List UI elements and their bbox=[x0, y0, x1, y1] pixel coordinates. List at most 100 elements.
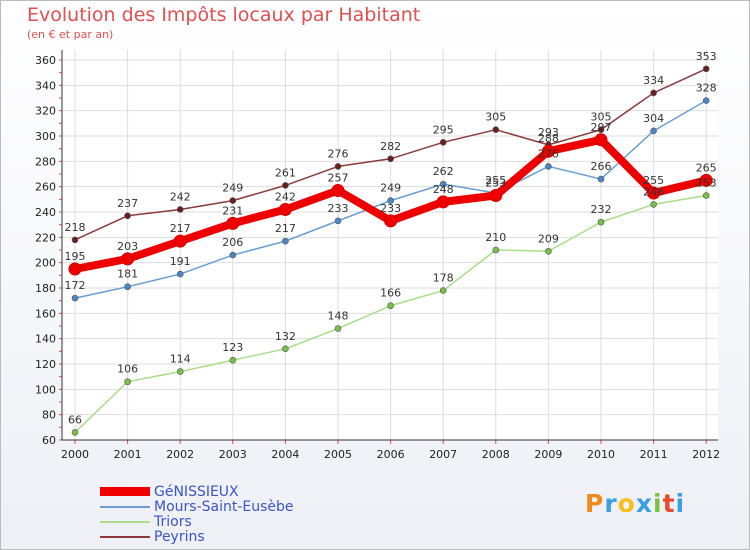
data-point-mours-saint-eus-be bbox=[702, 97, 710, 104]
legend-label-triors: Triors bbox=[154, 513, 192, 530]
data-label: 334 bbox=[643, 74, 664, 87]
y-tick-label: 280 bbox=[35, 155, 56, 168]
data-label: 305 bbox=[591, 111, 612, 124]
data-label: 114 bbox=[170, 353, 191, 366]
data-point-mours-saint-eus-be bbox=[650, 127, 657, 135]
data-label: 249 bbox=[222, 182, 243, 195]
legend-item-triors: Triors bbox=[100, 514, 294, 529]
y-tick-label: 120 bbox=[35, 358, 56, 371]
legend: GéNISSIEUX Mours-Saint-Eusèbe Triors Pey… bbox=[100, 484, 294, 544]
y-tick-label: 100 bbox=[35, 383, 56, 396]
chart-subtitle: (en € et par an) bbox=[27, 28, 114, 41]
data-point-g-nissieux bbox=[331, 183, 345, 197]
data-label: 249 bbox=[380, 182, 401, 195]
data-point-mours-saint-eus-be bbox=[387, 197, 394, 204]
x-tick-label: 2007 bbox=[429, 448, 457, 461]
data-label: 242 bbox=[170, 190, 191, 203]
data-label: 266 bbox=[591, 160, 612, 173]
data-label: 191 bbox=[170, 255, 191, 268]
data-point-g-nissieux bbox=[384, 214, 398, 228]
y-tick-label: 340 bbox=[35, 79, 56, 92]
y-tick-label: 140 bbox=[35, 333, 56, 346]
data-point-peyrins bbox=[650, 89, 657, 97]
data-label: 276 bbox=[538, 147, 559, 160]
data-label: 106 bbox=[117, 363, 138, 376]
data-label: 181 bbox=[117, 268, 138, 281]
data-label: 288 bbox=[538, 132, 559, 145]
x-tick-label: 2003 bbox=[219, 448, 247, 461]
data-label: 178 bbox=[433, 272, 454, 285]
data-point-mours-saint-eus-be bbox=[229, 251, 237, 259]
data-point-mours-saint-eus-be bbox=[176, 270, 184, 278]
data-label: 123 bbox=[222, 341, 243, 354]
legend-label-mours-saint-eusebe: Mours-Saint-Eusèbe bbox=[154, 498, 294, 515]
x-tick-label: 2008 bbox=[482, 448, 510, 461]
data-label: 232 bbox=[591, 203, 612, 216]
data-label: 210 bbox=[485, 231, 506, 244]
data-label: 166 bbox=[380, 287, 401, 300]
data-point-triors bbox=[597, 218, 605, 226]
data-point-mours-saint-eus-be bbox=[71, 294, 79, 302]
data-label: 148 bbox=[328, 310, 349, 323]
data-point-triors bbox=[439, 287, 447, 294]
data-point-peyrins bbox=[334, 163, 342, 170]
data-point-triors bbox=[229, 356, 237, 364]
y-tick-label: 80 bbox=[42, 409, 56, 422]
legend-swatch-triors bbox=[100, 520, 150, 523]
data-label: 261 bbox=[275, 166, 296, 179]
data-label: 353 bbox=[696, 50, 717, 63]
data-point-triors bbox=[282, 345, 289, 353]
data-label: 262 bbox=[433, 165, 454, 178]
data-label: 255 bbox=[485, 174, 506, 187]
logo-letter: o bbox=[617, 489, 636, 518]
data-point-peyrins bbox=[124, 212, 131, 220]
logo-letter: t bbox=[662, 489, 676, 518]
legend-label-peyrins: Peyrins bbox=[154, 528, 205, 545]
data-label: 209 bbox=[538, 232, 559, 245]
data-point-triors bbox=[545, 247, 552, 255]
data-label: 217 bbox=[170, 222, 191, 235]
logo-letter: r bbox=[604, 489, 618, 518]
data-point-mours-saint-eus-be bbox=[282, 237, 289, 245]
data-point-triors bbox=[124, 378, 131, 386]
legend-swatch-peyrins bbox=[100, 535, 150, 538]
x-tick-label: 2000 bbox=[61, 448, 89, 461]
data-point-g-nissieux bbox=[647, 186, 661, 200]
x-tick-label: 2011 bbox=[640, 448, 668, 461]
data-point-peyrins bbox=[229, 197, 237, 204]
x-tick-label: 2012 bbox=[692, 448, 720, 461]
data-point-peyrins bbox=[597, 126, 605, 133]
data-label: 172 bbox=[65, 279, 86, 292]
data-label: 233 bbox=[328, 202, 349, 215]
data-label: 255 bbox=[643, 174, 664, 187]
data-point-peyrins bbox=[176, 206, 184, 213]
data-point-mours-saint-eus-be bbox=[124, 283, 131, 291]
data-label: 295 bbox=[433, 123, 454, 136]
data-point-g-nissieux bbox=[226, 216, 240, 230]
data-point-g-nissieux bbox=[278, 202, 292, 216]
x-tick-label: 2002 bbox=[166, 448, 194, 461]
data-label: 233 bbox=[380, 202, 401, 215]
y-tick-label: 60 bbox=[42, 434, 56, 447]
logo-letter: P bbox=[585, 489, 605, 518]
data-label: 253 bbox=[696, 177, 717, 190]
logo-letter: i bbox=[653, 489, 663, 518]
data-label: 195 bbox=[65, 250, 86, 263]
legend-item-peyrins: Peyrins bbox=[100, 529, 294, 544]
data-label: 253 bbox=[485, 177, 506, 190]
data-point-triors bbox=[71, 429, 79, 436]
data-label: 217 bbox=[275, 222, 296, 235]
x-tick-label: 2001 bbox=[114, 448, 142, 461]
data-label: 231 bbox=[222, 204, 243, 217]
data-point-triors bbox=[334, 325, 342, 332]
logo-letter: x bbox=[635, 489, 653, 518]
data-point-triors bbox=[387, 302, 394, 310]
data-label: 218 bbox=[65, 221, 86, 234]
data-label: 304 bbox=[643, 112, 664, 125]
data-point-mours-saint-eus-be bbox=[597, 175, 605, 183]
data-label: 237 bbox=[117, 197, 138, 210]
data-point-peyrins bbox=[492, 126, 500, 133]
data-point-g-nissieux bbox=[436, 195, 450, 209]
data-label: 248 bbox=[433, 183, 454, 196]
